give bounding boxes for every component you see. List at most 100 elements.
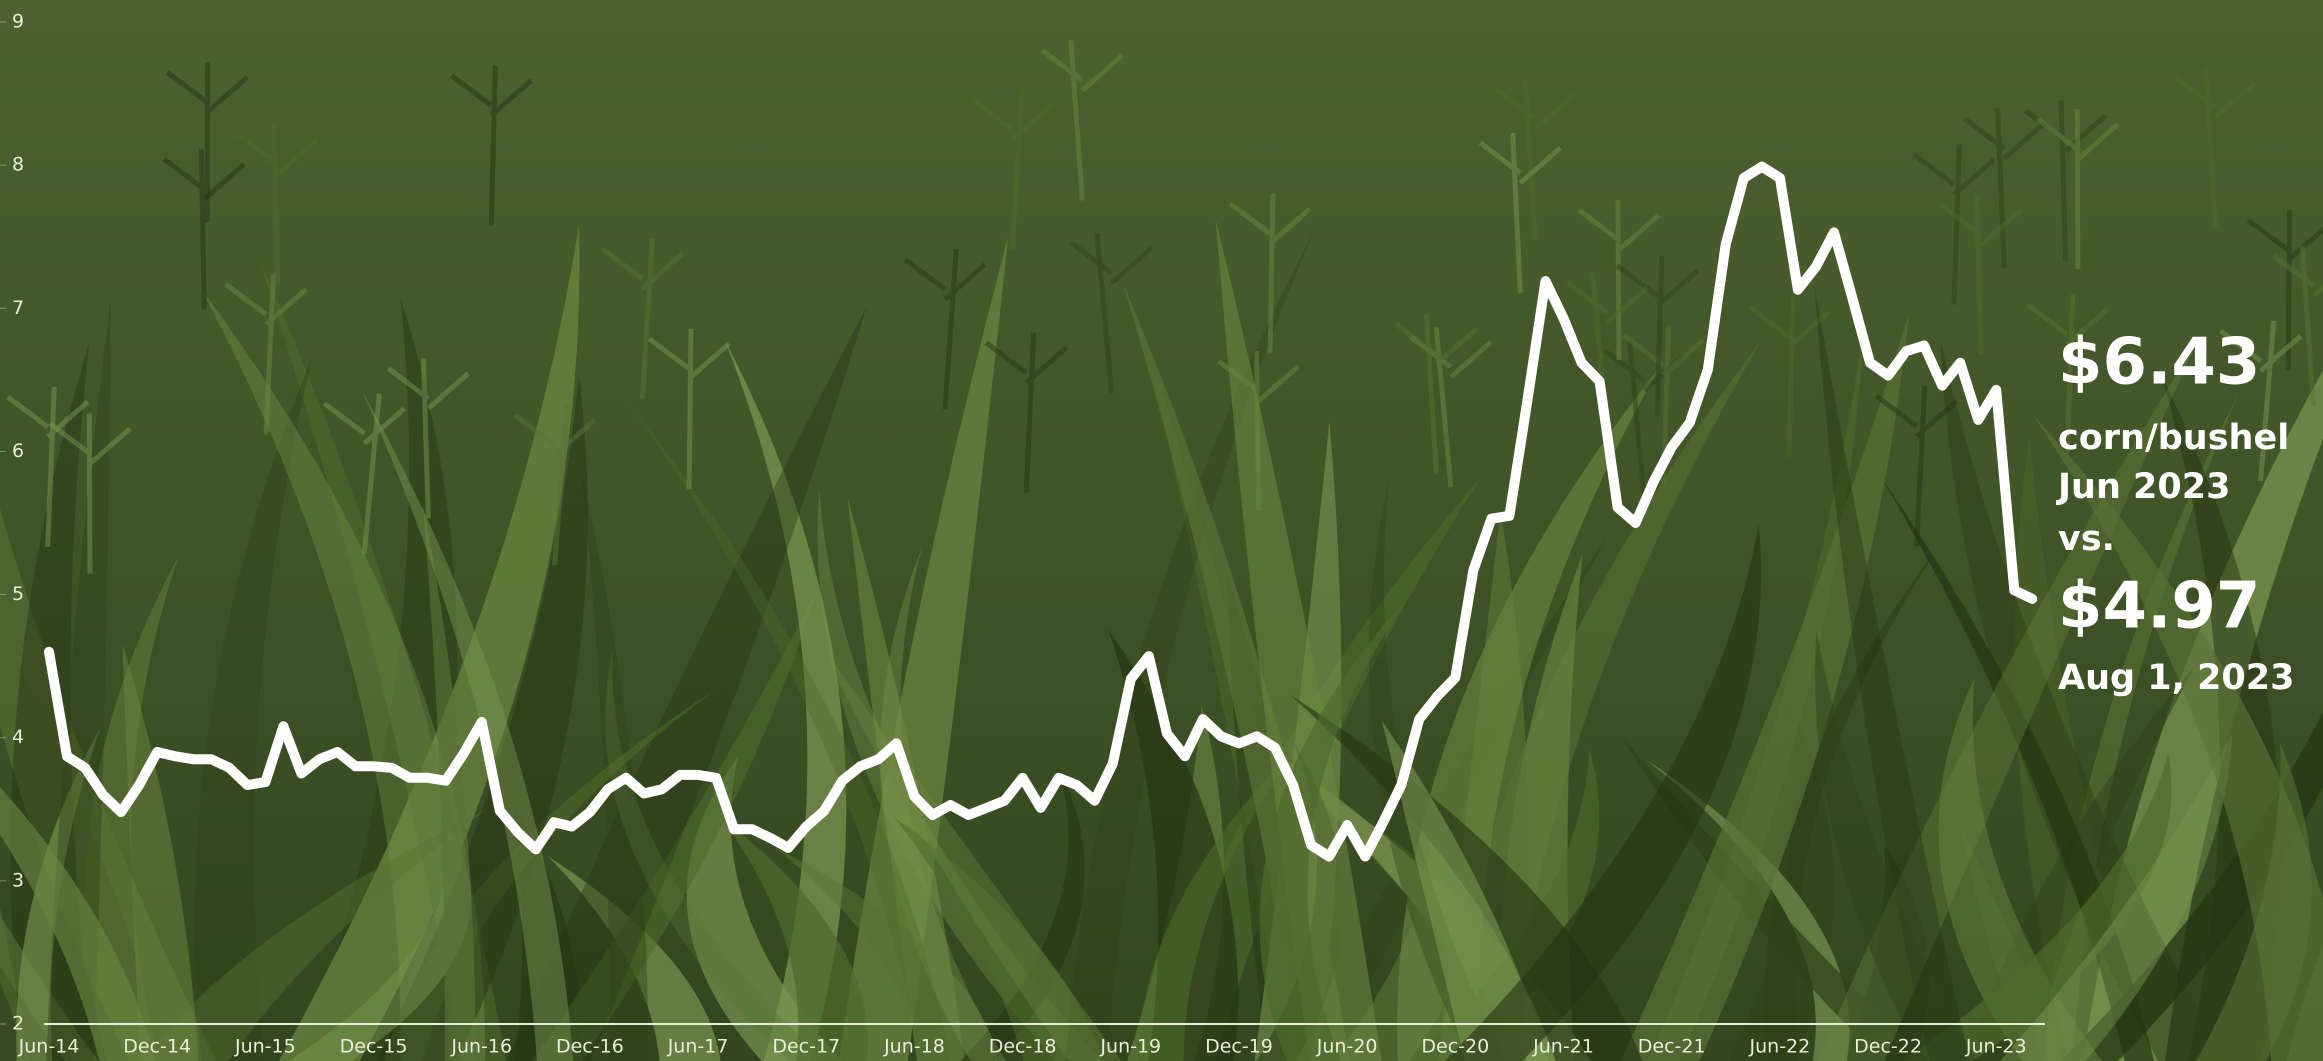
tassel <box>1875 386 1959 547</box>
annotation-date: Aug 1, 2023 <box>2058 658 2295 698</box>
x-tick-label: Jun-20 <box>1316 1036 1378 1058</box>
annotation-date: Jun 2023 <box>2056 467 2230 507</box>
leaf <box>1137 740 1304 1061</box>
tassel <box>1939 194 2023 356</box>
tassel <box>647 328 731 489</box>
leaf <box>1065 229 1315 1061</box>
y-tick-label: 6 <box>12 440 24 462</box>
annotation-price: $4.97 <box>2058 570 2260 644</box>
leaf <box>774 846 998 1061</box>
annotation: $6.43 corn/bushel Jun 2023 vs. $4.97 Aug… <box>2056 326 2295 698</box>
tassel <box>1615 255 1699 416</box>
tassel <box>984 332 1068 493</box>
y-tick-label: 9 <box>12 11 24 33</box>
tassel <box>1394 314 1479 475</box>
tassel <box>1217 351 1301 512</box>
x-tick-label: Dec-19 <box>1205 1036 1273 1058</box>
tassel <box>6 386 90 547</box>
leaf <box>2033 415 2323 1061</box>
x-tick-label: Jun-18 <box>883 1036 945 1058</box>
leaf <box>361 390 574 1061</box>
x-tick-label: Jun-15 <box>234 1036 296 1058</box>
y-tick-label: 5 <box>12 583 24 605</box>
tassel <box>449 65 533 226</box>
x-tick-label: Dec-15 <box>340 1036 408 1058</box>
tassel <box>2219 320 2303 482</box>
tassel <box>513 404 597 566</box>
leaf <box>1815 630 1977 1061</box>
leaf <box>1901 753 2172 1061</box>
x-tick-label: Jun-19 <box>1099 1036 1161 1058</box>
tassel <box>1070 232 1154 394</box>
annotation-vs: vs. <box>2058 519 2115 559</box>
tassel <box>1577 200 1661 361</box>
leaf <box>1381 721 1549 1061</box>
x-tick-label: Dec-21 <box>1638 1036 1706 1058</box>
x-tick-label: Dec-17 <box>772 1036 840 1058</box>
y-tick-label: 8 <box>12 154 24 176</box>
leaf <box>721 817 868 1061</box>
y-tick-label: 4 <box>12 726 24 748</box>
tassel <box>2173 67 2258 228</box>
leaf <box>1938 678 2103 1061</box>
tassel <box>2036 109 2120 270</box>
tassel <box>1478 132 1562 294</box>
x-tick-label: Dec-22 <box>1854 1036 1922 1058</box>
tassel <box>903 249 987 410</box>
leaf <box>686 756 843 1061</box>
tassel <box>386 358 470 519</box>
leaf <box>838 237 1008 1061</box>
leaf <box>278 225 580 1061</box>
leaf <box>817 489 1103 1061</box>
leaf <box>605 647 826 1061</box>
leaf <box>194 357 313 1061</box>
x-tick-label: Dec-16 <box>556 1036 624 1058</box>
x-tick-label: Dec-18 <box>989 1036 1057 1058</box>
leaf <box>894 817 1104 1061</box>
tassel <box>1228 193 1312 354</box>
x-tick-label: Jun-17 <box>667 1036 729 1058</box>
x-tick-label: Dec-14 <box>123 1036 191 1058</box>
tassel <box>1040 40 1124 201</box>
tassel <box>1493 78 1577 239</box>
leaf <box>1444 523 1762 1061</box>
leaf <box>880 546 1006 1061</box>
tassel <box>224 274 308 435</box>
tassel <box>1912 144 1996 305</box>
tassel <box>1747 296 1831 457</box>
x-tick-label: Jun-14 <box>18 1036 80 1058</box>
annotation-price: $6.43 <box>2058 326 2260 400</box>
tassel <box>970 89 1054 250</box>
tassel <box>236 124 320 285</box>
plot-area: 2 3 4 5 6 7 8 9 Jun-14 Dec-14 Jun-15 Dec-15 Jun-16 De… <box>0 11 2045 1058</box>
corn-field <box>0 40 2323 1061</box>
leaf <box>512 804 581 1061</box>
leaf <box>200 287 486 1061</box>
tassel <box>162 149 246 310</box>
leaf <box>1644 758 1850 1061</box>
y-tick-label: 3 <box>12 869 24 891</box>
tassel <box>165 62 249 223</box>
leaf <box>1999 732 2233 1061</box>
x-tick-label: Jun-23 <box>1965 1036 2027 1058</box>
leaf <box>122 644 199 1061</box>
tassel <box>322 393 406 554</box>
y-tick-label: 7 <box>12 297 24 319</box>
leaf <box>1259 597 1409 1061</box>
price-line <box>44 161 2038 862</box>
x-tick-label: Dec-20 <box>1421 1036 1489 1058</box>
tassel <box>2271 245 2323 406</box>
leaf <box>376 374 588 1061</box>
annotation-unit: corn/bushel <box>2058 418 2289 458</box>
y-tick-label: 2 <box>12 1013 24 1035</box>
x-tick-label: Jun-21 <box>1532 1036 1594 1058</box>
tassel <box>2025 294 2109 455</box>
x-tick-label: Jun-22 <box>1749 1036 1811 1058</box>
tassel <box>1962 108 2046 269</box>
tassel <box>600 238 685 400</box>
leaf <box>626 400 951 1061</box>
leaf <box>1108 629 1239 1061</box>
x-tick-label: Jun-16 <box>450 1036 512 1058</box>
leaf <box>2044 392 2240 1061</box>
